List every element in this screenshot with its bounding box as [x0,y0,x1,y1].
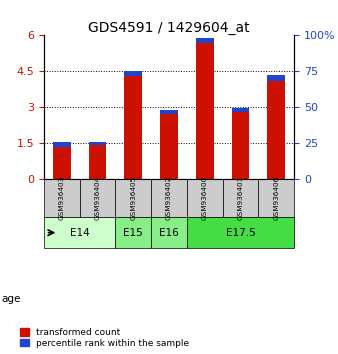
Bar [267,81,285,179]
Bar [258,179,294,217]
Bar [232,112,249,179]
Bar [44,217,115,248]
Bar [223,179,258,217]
Text: GSM936404: GSM936404 [95,176,100,220]
Bar [124,71,142,76]
Bar [160,109,178,114]
Text: E15: E15 [123,228,143,238]
Bar [187,179,223,217]
Text: E17.5: E17.5 [225,228,255,238]
Text: GSM936401: GSM936401 [238,176,243,220]
Bar [44,179,80,217]
Bar [115,217,151,248]
Text: E16: E16 [159,228,179,238]
Bar [53,142,71,147]
Bar [115,179,151,217]
Text: E14: E14 [70,228,90,238]
Bar [187,217,294,248]
Bar [151,217,187,248]
Bar [89,142,106,145]
Bar [80,179,115,217]
Bar [124,76,142,179]
Text: GSM936400: GSM936400 [202,176,208,220]
Bar [160,114,178,179]
Text: GDS4591 / 1429604_at: GDS4591 / 1429604_at [88,21,250,35]
Bar [53,147,71,179]
Text: GSM936405: GSM936405 [130,176,136,220]
Bar [89,145,106,179]
Bar [196,42,214,179]
Text: GSM936402: GSM936402 [166,176,172,220]
Bar [232,108,249,112]
Bar [151,179,187,217]
Text: GSM936403: GSM936403 [59,176,65,220]
Legend: transformed count, percentile rank within the sample: transformed count, percentile rank withi… [18,326,191,349]
Text: age: age [2,294,21,304]
Text: GSM936406: GSM936406 [273,176,279,220]
Bar [196,38,214,42]
Bar [267,75,285,81]
